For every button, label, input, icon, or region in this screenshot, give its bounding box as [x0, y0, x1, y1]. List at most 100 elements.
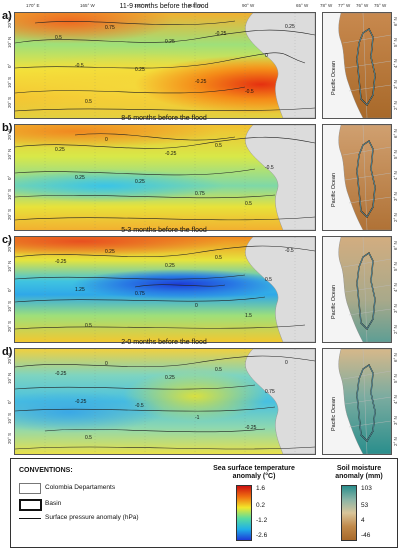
sst-value-2: 0.2	[256, 502, 266, 509]
departaments-swatch	[19, 483, 41, 494]
inset-lat-tick-label: 6° N	[393, 353, 398, 362]
contour-label: 0.25	[165, 375, 175, 381]
lat-tick-label: 10° N	[7, 372, 12, 384]
inset-lat-tick-label: 2° N	[393, 101, 398, 110]
panel-letter-c: c)	[2, 234, 12, 246]
sm-value-1: 103	[361, 485, 372, 492]
inset-lat-tick-label: 3° N	[393, 80, 398, 89]
americas-land	[245, 237, 315, 342]
department-boundary	[344, 172, 391, 181]
department-boundary	[348, 196, 391, 204]
department-boundary	[348, 84, 391, 92]
department-boundary	[342, 258, 391, 268]
contour-label: -0.25	[75, 399, 87, 405]
contour-label: 0.25	[285, 24, 295, 30]
pressure-contour	[34, 20, 236, 26]
pressure-contour	[15, 29, 315, 44]
contour-label: -0.25	[195, 79, 207, 85]
pacific-ocean-label: Pacific Ocean	[331, 173, 337, 207]
lat-tick-label: 10° S	[7, 188, 12, 200]
contour-label: 0.75	[135, 291, 145, 297]
pressure-contour	[15, 107, 315, 112]
inset-lon-tick-label: 75° W	[374, 3, 387, 8]
contour-label: 0	[195, 303, 198, 309]
soil-moisture-inset-b: Pacific Ocean	[322, 124, 392, 231]
basin-highlight	[356, 252, 376, 330]
lat-tick-label: 20° S	[7, 208, 12, 220]
contour-label: 0.25	[105, 249, 115, 255]
lat-tick-label: 10° N	[7, 36, 12, 48]
contour-label: -0.5	[265, 165, 274, 171]
soil-moisture-inset-c: Pacific Ocean	[322, 236, 392, 343]
pressure-contour	[15, 355, 315, 368]
lat-tick-label: 10° S	[7, 76, 12, 88]
contour-label: -0.25	[55, 259, 67, 265]
contour-label: -0.25	[245, 425, 257, 431]
soil-moisture-inset-d: Pacific Ocean	[322, 348, 392, 455]
inset-lat-tick-label: 5° N	[393, 150, 398, 159]
pressure-line-swatch	[19, 518, 41, 519]
pressure-contour	[15, 245, 315, 258]
pressure-contour	[15, 384, 256, 390]
sm-value-4: -46	[361, 532, 371, 539]
panel-title-a: 11-9 months before the flood	[119, 3, 209, 10]
contour-label: 1.5	[245, 313, 252, 319]
contour-label: 0.25	[165, 263, 175, 269]
sm-colorbar	[341, 485, 357, 541]
sst-legend-title: Sea surface temperature anomaly (°C)	[213, 465, 295, 480]
lon-tick-label: 170° E	[26, 3, 40, 8]
lat-tick-label: 10° S	[7, 412, 12, 424]
department-boundary	[342, 34, 391, 44]
department-boundary	[362, 13, 368, 118]
pressure-contour	[15, 216, 315, 221]
sm-legend-title: Soil moisture anomaly (mm)	[335, 465, 383, 480]
pressure-contour	[15, 296, 266, 303]
soil-moisture-inset-a: Pacific Ocean	[322, 12, 392, 119]
sst-value-3: -1.2	[256, 517, 268, 524]
inset-lon-tick-label: 76° W	[356, 3, 369, 8]
panel-title-d: 2-0 months before the flood	[121, 339, 207, 346]
pressure-contour	[134, 284, 226, 288]
sst-map-d: -0.25 0 0.25 0.5 0.75 -0.25 -0.5 -1 -0.25 0.5 0	[14, 348, 316, 455]
sst-map-a: 0.5 0.75 0.25 -0.25 0 -0.5 0.25 -0.25 -0.5 0.5 0.2…	[14, 12, 316, 119]
contour-label: -0.25	[215, 31, 227, 37]
contour-label: 0	[105, 361, 108, 367]
lon-tick-label: 140° W	[134, 3, 149, 8]
contour-label: 0.25	[135, 179, 145, 185]
inset-lon-tick-label: 77° W	[338, 3, 351, 8]
contour-label: 0.25	[165, 39, 175, 45]
basin-label: Basin	[45, 500, 62, 507]
conventions-title: CONVENTIONS:	[19, 467, 73, 474]
sst-colorbar	[236, 485, 252, 541]
inset-lat-tick-label: 5° N	[393, 374, 398, 383]
lat-tick-label: 20° N	[7, 128, 12, 140]
sst-map-c: -0.25 0.25 0.25 0.5 0.5 1.25 0.75 0 1.5 0.5 -0.5	[14, 236, 316, 343]
contour-label: -0.5	[135, 403, 144, 409]
inset-lat-tick-label: 5° N	[393, 38, 398, 47]
basin-highlight	[356, 28, 376, 106]
pressure-label: Surface pressure anomaly (hPa)	[45, 514, 139, 521]
contour-label: 0.5	[85, 435, 92, 441]
lat-tick-label: 20° N	[7, 240, 12, 252]
department-boundary	[342, 146, 391, 156]
contour-label: 0.75	[195, 191, 205, 197]
inset-lat-tick-label: 2° N	[393, 325, 398, 334]
pressure-contour	[15, 86, 246, 94]
inset-lat-tick-label: 4° N	[393, 171, 398, 180]
inset-lon-tick-label: 78° W	[320, 3, 333, 8]
department-boundary	[348, 308, 391, 316]
americas-land	[245, 13, 315, 118]
department-boundary	[344, 284, 391, 293]
lat-tick-label: 20° N	[7, 16, 12, 28]
contour-label: 0	[285, 360, 288, 366]
contour-label: 0.5	[215, 255, 222, 261]
pressure-contour	[15, 274, 246, 280]
main-lon-ticks: 170° E 165° W 140° W 115° W 90° W 65° W	[14, 3, 314, 10]
pressure-contour	[44, 428, 266, 433]
pressure-contour	[74, 133, 236, 141]
contour-label: 0.75	[265, 389, 275, 395]
pressure-contour	[15, 168, 256, 176]
contour-label: 0.5	[215, 143, 222, 149]
inset-lat-tick-label: 3° N	[393, 192, 398, 201]
lat-tick-label: 20° S	[7, 96, 12, 108]
